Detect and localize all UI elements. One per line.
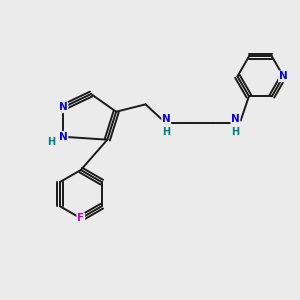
Text: H: H <box>162 127 170 137</box>
Text: N: N <box>59 102 68 112</box>
Text: N: N <box>279 71 288 81</box>
Text: N: N <box>231 114 240 124</box>
Text: H: H <box>47 137 55 147</box>
Text: F: F <box>77 213 84 223</box>
Text: H: H <box>231 127 239 137</box>
Text: N: N <box>162 114 171 124</box>
Text: N: N <box>59 132 68 142</box>
